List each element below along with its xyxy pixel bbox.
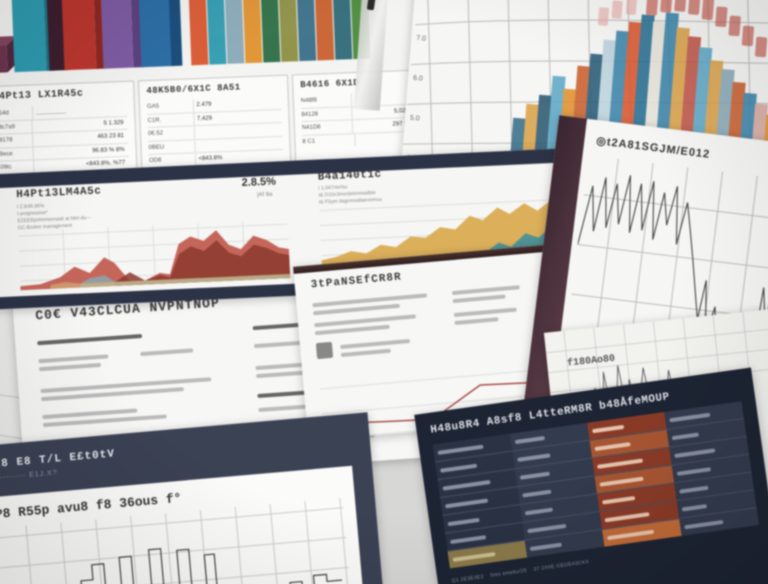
svg-text:5.0: 5.0 <box>410 115 420 123</box>
svg-text:6.0: 6.0 <box>413 75 423 83</box>
svg-text:f180Ao80: f180Ao80 <box>567 353 616 370</box>
svg-text:7.0: 7.0 <box>416 35 426 43</box>
